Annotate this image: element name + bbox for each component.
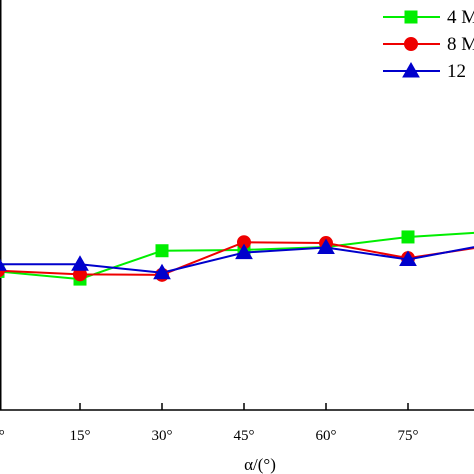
series-3	[0, 238, 474, 280]
data-point	[153, 263, 171, 280]
data-point	[401, 230, 415, 244]
data-point	[155, 244, 169, 258]
data-point	[399, 250, 417, 266]
x-axis-title: α/(°)	[244, 455, 276, 474]
legend-marker	[402, 61, 420, 78]
legend-marker	[404, 37, 418, 51]
legend-item: 12	[383, 61, 466, 82]
x-tick-label: 45°	[234, 428, 255, 444]
legend-marker	[404, 10, 418, 24]
axes: 0°15°30°45°60°75°90°	[0, 0, 474, 444]
x-tick-label: 0°	[0, 428, 5, 444]
legend-label: 8 M	[447, 34, 474, 55]
x-tick-label: 30°	[152, 428, 173, 444]
data-point	[71, 255, 89, 271]
series-layer	[0, 230, 474, 286]
data-point	[317, 238, 335, 255]
x-tick-label: 60°	[316, 428, 337, 444]
legend-label: 4 M	[447, 7, 474, 28]
x-tick-label: 75°	[398, 428, 419, 444]
legend-label: 12	[447, 61, 466, 82]
data-point	[235, 243, 253, 260]
data-point	[0, 258, 7, 271]
x-tick-label: 15°	[70, 428, 91, 444]
legend: 4 M 8 M 12	[383, 7, 474, 82]
x-ticks: 0°15°30°45°60°75°90°	[0, 403, 419, 444]
plot-area: 0°15°30°45°60°75°90°	[0, 0, 474, 444]
legend-item: 8 M	[383, 34, 474, 55]
legend-item: 4 M	[383, 7, 474, 28]
